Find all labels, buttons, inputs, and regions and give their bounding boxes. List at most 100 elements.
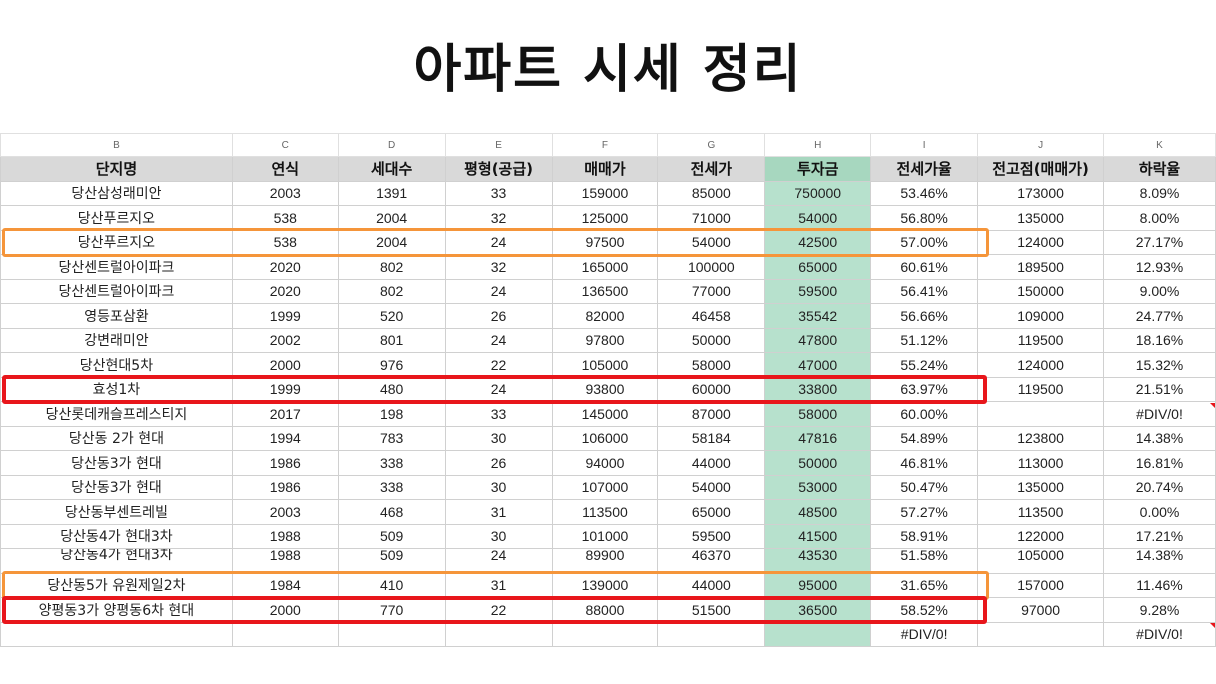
cell-investment[interactable]: 54000 xyxy=(764,205,872,231)
cell-investment[interactable]: 36500 xyxy=(764,597,872,623)
cell-investment[interactable]: 750000 xyxy=(764,180,872,206)
cell-build-year[interactable]: 538 xyxy=(231,229,339,255)
cell-sale-price[interactable]: 107000 xyxy=(551,474,659,500)
cell-previous-high[interactable]: 105000 xyxy=(977,548,1105,574)
cell-sale-price[interactable]: 139000 xyxy=(551,572,659,598)
column-letter-f[interactable]: F xyxy=(551,133,659,157)
cell-jeonse-price[interactable]: 87000 xyxy=(657,401,766,427)
cell-build-year[interactable]: 2020 xyxy=(231,278,339,304)
column-letter-k[interactable]: K xyxy=(1103,133,1216,157)
cell-jeonse-price[interactable]: 77000 xyxy=(657,278,766,304)
cell-decline-rate[interactable]: 9.00% xyxy=(1103,278,1216,304)
cell-households[interactable]: 770 xyxy=(337,597,446,623)
cell-build-year[interactable] xyxy=(231,621,339,647)
cell-jeonse-ratio[interactable]: 63.97% xyxy=(870,376,979,402)
cell-jeonse-price[interactable]: 100000 xyxy=(657,254,766,280)
cell-households[interactable]: 783 xyxy=(337,425,446,451)
header-build-year[interactable]: 연식 xyxy=(231,156,339,182)
cell-households[interactable]: 338 xyxy=(337,450,446,476)
cell-complex-name[interactable]: 당산동4가 현대3차 xyxy=(0,523,233,549)
cell-investment[interactable]: 41500 xyxy=(764,523,872,549)
cell-area[interactable]: 24 xyxy=(444,548,553,574)
cell-area[interactable]: 26 xyxy=(444,303,553,329)
cell-jeonse-ratio[interactable]: 57.27% xyxy=(870,499,979,525)
cell-area[interactable]: 24 xyxy=(444,278,553,304)
cell-investment[interactable]: 43530 xyxy=(764,548,872,574)
cell-previous-high[interactable]: 157000 xyxy=(977,572,1105,598)
cell-investment[interactable]: 42500 xyxy=(764,229,872,255)
cell-jeonse-ratio[interactable]: 31.65% xyxy=(870,572,979,598)
column-letter-c[interactable]: C xyxy=(231,133,339,157)
cell-previous-high[interactable]: 119500 xyxy=(977,376,1105,402)
cell-complex-name[interactable]: 강변래미안 xyxy=(0,327,233,353)
cell-sale-price[interactable]: 145000 xyxy=(551,401,659,427)
cell-area[interactable] xyxy=(444,621,553,647)
cell-jeonse-price[interactable]: 65000 xyxy=(657,499,766,525)
cell-sale-price[interactable]: 106000 xyxy=(551,425,659,451)
cell-previous-high[interactable]: 189500 xyxy=(977,254,1105,280)
cell-area[interactable]: 26 xyxy=(444,450,553,476)
cell-investment[interactable]: 33800 xyxy=(764,376,872,402)
cell-decline-rate[interactable]: 9.28% xyxy=(1103,597,1216,623)
cell-area[interactable]: 30 xyxy=(444,474,553,500)
cell-jeonse-price[interactable]: 71000 xyxy=(657,205,766,231)
cell-sale-price[interactable]: 113500 xyxy=(551,499,659,525)
cell-decline-rate[interactable]: 27.17% xyxy=(1103,229,1216,255)
header-jeonse-ratio[interactable]: 전세가율 xyxy=(870,156,979,182)
cell-sale-price[interactable]: 82000 xyxy=(551,303,659,329)
cell-investment[interactable]: 65000 xyxy=(764,254,872,280)
cell-area[interactable]: 30 xyxy=(444,425,553,451)
cell-sale-price[interactable]: 97500 xyxy=(551,229,659,255)
cell-sale-price[interactable]: 136500 xyxy=(551,278,659,304)
cell-jeonse-price[interactable]: 54000 xyxy=(657,229,766,255)
cell-households[interactable]: 410 xyxy=(337,572,446,598)
cell-decline-rate[interactable]: 11.46% xyxy=(1103,572,1216,598)
cell-previous-high[interactable]: 135000 xyxy=(977,474,1105,500)
cell-households[interactable]: 480 xyxy=(337,376,446,402)
cell-complex-name[interactable]: 영등포삼환 xyxy=(0,303,233,329)
cell-build-year[interactable]: 2000 xyxy=(231,597,339,623)
cell-investment[interactable]: 50000 xyxy=(764,450,872,476)
cell-previous-high[interactable]: 113500 xyxy=(977,499,1105,525)
cell-build-year[interactable]: 1988 xyxy=(231,548,339,574)
column-letter-d[interactable]: D xyxy=(337,133,446,157)
cell-investment[interactable]: 53000 xyxy=(764,474,872,500)
cell-investment[interactable]: 47000 xyxy=(764,352,872,378)
header-previous-high[interactable]: 전고점(매매가) xyxy=(977,156,1105,182)
cell-decline-rate[interactable]: 15.32% xyxy=(1103,352,1216,378)
cell-complex-name[interactable] xyxy=(0,621,233,647)
cell-complex-name[interactable]: 당산푸르지오 xyxy=(0,205,233,231)
cell-complex-name[interactable]: 당산삼성래미안 xyxy=(0,180,233,206)
cell-sale-price[interactable]: 88000 xyxy=(551,597,659,623)
cell-decline-rate[interactable]: 8.09% xyxy=(1103,180,1216,206)
cell-build-year[interactable]: 2017 xyxy=(231,401,339,427)
cell-previous-high[interactable]: 173000 xyxy=(977,180,1105,206)
column-letter-e[interactable]: E xyxy=(444,133,553,157)
cell-jeonse-ratio[interactable]: 56.41% xyxy=(870,278,979,304)
cell-investment[interactable]: 59500 xyxy=(764,278,872,304)
cell-complex-name[interactable]: 당산동3가 현대 xyxy=(0,450,233,476)
cell-complex-name[interactable]: 효성1차 xyxy=(0,376,233,402)
cell-sale-price[interactable] xyxy=(551,621,659,647)
cell-jeonse-price[interactable]: 46370 xyxy=(657,548,766,574)
cell-jeonse-price[interactable]: 50000 xyxy=(657,327,766,353)
cell-decline-rate[interactable]: 14.38% xyxy=(1103,425,1216,451)
cell-jeonse-ratio[interactable]: 50.47% xyxy=(870,474,979,500)
cell-jeonse-price[interactable]: 44000 xyxy=(657,572,766,598)
cell-decline-rate[interactable]: 17.21% xyxy=(1103,523,1216,549)
cell-households[interactable]: 338 xyxy=(337,474,446,500)
cell-jeonse-ratio[interactable]: 55.24% xyxy=(870,352,979,378)
cell-sale-price[interactable]: 125000 xyxy=(551,205,659,231)
header-area[interactable]: 평형(공급) xyxy=(444,156,553,182)
cell-households[interactable]: 2004 xyxy=(337,205,446,231)
cell-complex-name[interactable]: 당산센트럴아이파크 xyxy=(0,278,233,304)
cell-build-year[interactable]: 1986 xyxy=(231,450,339,476)
cell-area[interactable]: 22 xyxy=(444,352,553,378)
cell-build-year[interactable]: 1999 xyxy=(231,303,339,329)
cell-sale-price[interactable]: 94000 xyxy=(551,450,659,476)
cell-previous-high[interactable]: 119500 xyxy=(977,327,1105,353)
cell-households[interactable]: 468 xyxy=(337,499,446,525)
header-sale-price[interactable]: 매매가 xyxy=(551,156,659,182)
cell-decline-rate[interactable]: 20.74% xyxy=(1103,474,1216,500)
cell-decline-rate[interactable]: 24.77% xyxy=(1103,303,1216,329)
